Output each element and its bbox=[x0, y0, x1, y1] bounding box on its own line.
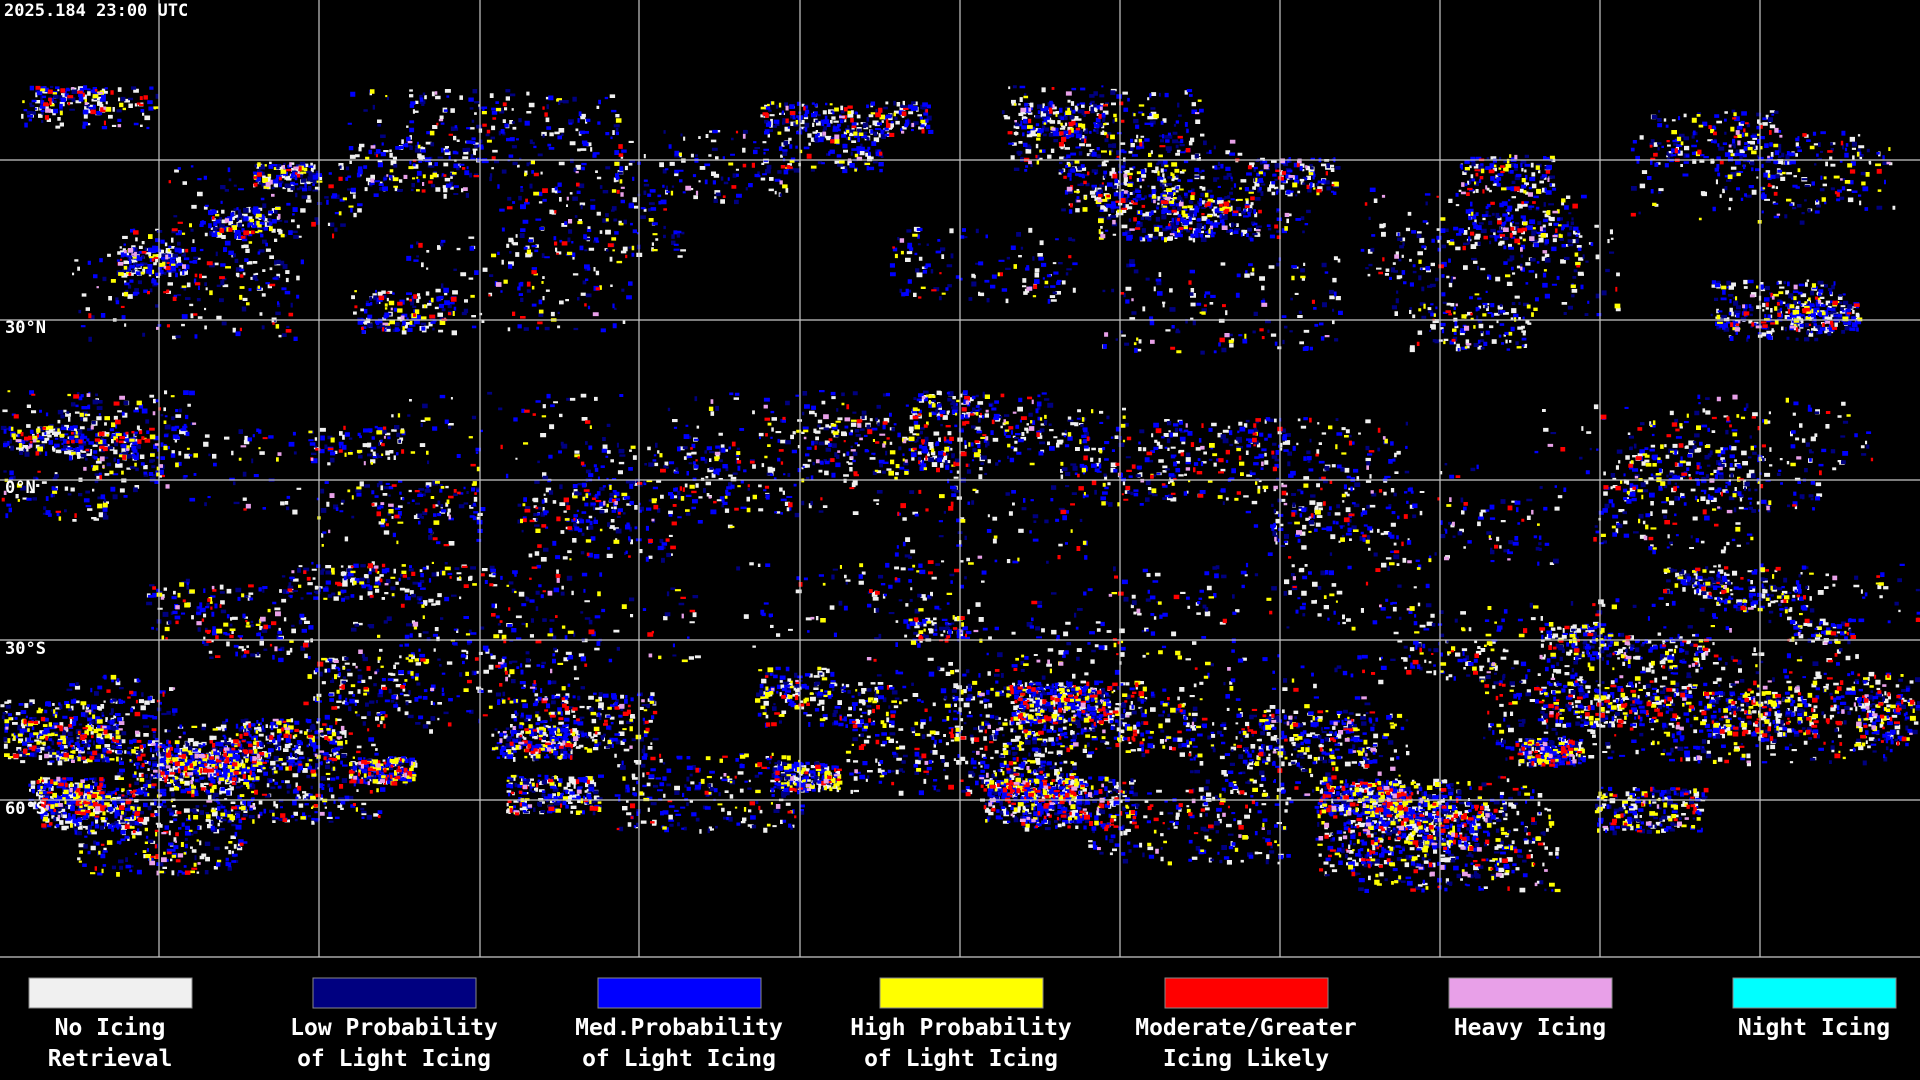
legend-label: Med.Probability bbox=[575, 1015, 783, 1041]
legend-label: of Light Icing bbox=[864, 1046, 1058, 1072]
legend-swatch bbox=[1164, 977, 1329, 1009]
legend-label: Night Icing bbox=[1738, 1015, 1890, 1041]
legend-swatch bbox=[1448, 977, 1613, 1009]
legend-label: High Probability bbox=[850, 1015, 1072, 1041]
lat-label: 30°N bbox=[5, 318, 46, 338]
legend-label: Moderate/Greater bbox=[1135, 1015, 1357, 1041]
legend-label: No Icing bbox=[55, 1015, 166, 1041]
legend-swatch bbox=[597, 977, 762, 1009]
legend-label: Retrieval bbox=[48, 1046, 173, 1072]
graticule bbox=[0, 0, 1920, 958]
latitude-labels: 30°N 0°N 30°S 60°S bbox=[5, 318, 46, 819]
icing-texture bbox=[0, 85, 1920, 892]
legend-label: Low Probability bbox=[290, 1015, 498, 1041]
legend-swatch bbox=[28, 977, 193, 1009]
timestamp: 2025.184 23:00 UTC bbox=[4, 1, 188, 21]
legend-label: Icing Likely bbox=[1163, 1046, 1329, 1072]
legend-label: of Light Icing bbox=[297, 1046, 491, 1072]
icing-texture bbox=[3, 85, 1920, 893]
lat-label: 60°S bbox=[5, 799, 46, 819]
legend-label: Heavy Icing bbox=[1454, 1015, 1606, 1041]
legend-swatch bbox=[1732, 977, 1897, 1009]
legend-label: of Light Icing bbox=[582, 1046, 776, 1072]
legend-swatch bbox=[312, 977, 477, 1009]
legend: No Icing Retrieval Low Probability of Light… bbox=[28, 977, 1897, 1072]
legend-swatch bbox=[879, 977, 1044, 1009]
lat-label: 30°S bbox=[5, 639, 46, 659]
lat-label: 0°N bbox=[5, 478, 36, 498]
